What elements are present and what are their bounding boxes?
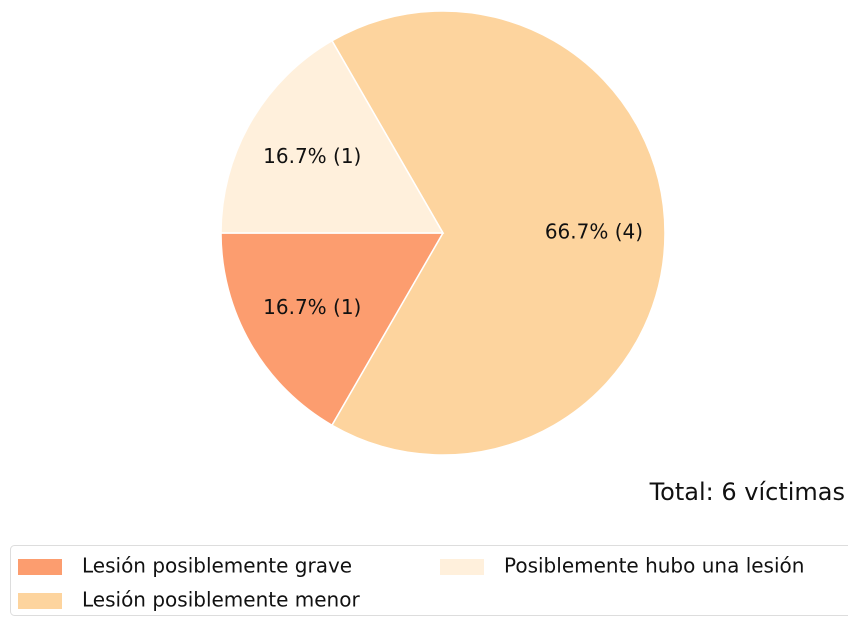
slice-label: 66.7% (4) — [545, 220, 643, 244]
pie-slice — [330, 10, 666, 456]
legend-box — [10, 545, 848, 616]
slice-label: 16.7% (1) — [263, 144, 361, 168]
legend-swatch — [18, 593, 62, 609]
slice-label: 16.7% (1) — [263, 295, 361, 319]
legend-label: Lesión posiblemente grave — [82, 554, 352, 578]
legend-label: Posiblemente hubo una lesión — [504, 554, 804, 578]
pie-slice — [220, 39, 445, 234]
legend-swatch — [440, 559, 484, 575]
pie-slice — [220, 232, 445, 427]
legend-swatch — [18, 559, 62, 575]
total-annotation: Total: 6 víctimas — [649, 478, 845, 506]
legend-label: Lesión posiblemente menor — [82, 588, 360, 612]
